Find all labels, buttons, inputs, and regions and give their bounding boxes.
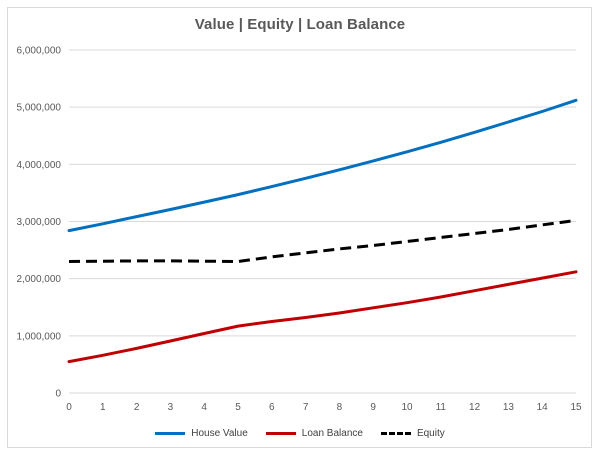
x-tick-label: 14 [537, 402, 549, 413]
x-tick-label: 3 [168, 402, 174, 413]
y-tick-label: 0 [55, 389, 61, 400]
x-tick-label: 0 [66, 402, 72, 413]
legend-item-house-value: House Value [155, 428, 248, 439]
x-tick-label: 8 [337, 402, 343, 413]
y-tick-label: 6,000,000 [17, 46, 62, 57]
x-tick-label: 15 [570, 402, 582, 413]
x-tick-label: 11 [436, 402, 447, 413]
series-line-loan-balance [67, 270, 578, 364]
series-lines [67, 98, 578, 364]
y-tick-label: 4,000,000 [17, 160, 62, 171]
x-tick-label: 6 [269, 402, 275, 413]
x-tick-label: 2 [134, 402, 140, 413]
x-tick-label: 4 [201, 402, 207, 413]
gridlines [69, 49, 576, 337]
x-tick-label: 13 [503, 402, 515, 413]
series-line-equity [68, 218, 577, 263]
legend-label-loan-balance: Loan Balance [301, 427, 363, 439]
x-tick-label: 7 [303, 402, 309, 413]
legend: House Value Loan Balance Equity [0, 425, 600, 441]
x-tick-label: 5 [235, 402, 241, 413]
chart-frame [7, 7, 592, 448]
series-line-house-value [67, 98, 578, 233]
y-tick-label: 1,000,000 [17, 331, 62, 342]
y-tick-label: 2,000,000 [17, 274, 62, 285]
legend-label-equity: Equity [416, 427, 445, 439]
y-axis-ticks: 0 1,000,000 2,000,000 3,000,000 4,000,000 5,0… [17, 46, 62, 400]
x-axis-ticks: 0 1 2 3 4 5 6 7 8 9 10 11 12 13 14 15 [66, 402, 582, 413]
legend-swatch-house-value [155, 431, 186, 435]
chart-title: Value | Equity | Loan Balance [194, 16, 406, 33]
x-tick-label: 12 [469, 402, 481, 413]
x-tick-label: 1 [100, 402, 106, 413]
legend-swatch-loan-balance [265, 431, 296, 435]
legend-item-loan-balance: Loan Balance [265, 427, 363, 439]
legend-item-equity: Equity [380, 427, 445, 439]
x-tick-label: 9 [370, 402, 376, 413]
legend-swatch-equity [380, 431, 411, 435]
x-tick-label: 10 [401, 402, 413, 413]
legend-label-house-value: House Value [191, 427, 248, 439]
y-tick-label: 5,000,000 [17, 103, 62, 114]
y-tick-label: 3,000,000 [17, 217, 62, 228]
